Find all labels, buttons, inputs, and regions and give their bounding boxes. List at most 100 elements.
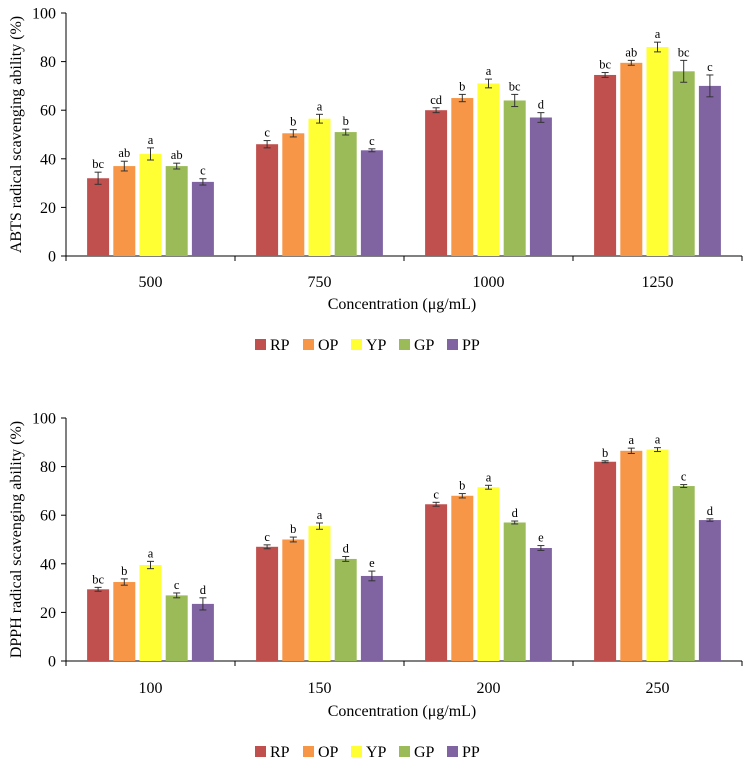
significance-label: ab (118, 146, 130, 160)
legend-label: PP (462, 744, 480, 761)
bar-yp (477, 487, 500, 661)
significance-label: d (538, 98, 545, 112)
significance-label: b (343, 114, 349, 128)
significance-label: b (602, 446, 608, 460)
bar-yp (308, 526, 331, 661)
significance-label: a (317, 508, 323, 522)
legend-swatch-yp (351, 746, 362, 757)
significance-label: c (681, 470, 687, 484)
y-tick-label: 40 (40, 151, 56, 168)
bar-yp (139, 153, 162, 256)
bar-gp (165, 595, 188, 661)
bar-pp (191, 603, 214, 661)
legend-swatch-op (303, 746, 314, 757)
significance-label: a (486, 470, 492, 484)
legend-swatch-gp (399, 746, 410, 757)
y-axis-title: ABTS radical scavenging ability (%) (8, 16, 25, 253)
legend-label: YP (366, 744, 387, 761)
significance-label: a (655, 433, 661, 447)
legend-swatch-rp (255, 339, 266, 350)
significance-label: d (343, 542, 350, 556)
legend-label: OP (318, 744, 339, 761)
x-tick-label: 250 (646, 680, 670, 697)
bar-gp (334, 132, 357, 256)
bar-op (451, 495, 474, 661)
legend-label: GP (414, 744, 435, 761)
y-tick-label: 60 (40, 508, 56, 525)
legend-label: GP (414, 337, 435, 354)
legend-swatch-op (303, 339, 314, 350)
significance-label: bc (509, 79, 521, 93)
bar-pp (529, 117, 552, 257)
significance-label: b (459, 479, 465, 493)
bar-rp (256, 546, 279, 661)
bar-rp (425, 110, 448, 256)
significance-label: bc (678, 45, 690, 59)
legend-swatch-pp (447, 746, 458, 757)
legend-swatch-gp (399, 339, 410, 350)
significance-label: d (512, 506, 519, 520)
y-tick-label: 80 (40, 54, 56, 71)
y-tick-label: 0 (48, 249, 56, 266)
x-axis-title: Concentration (μg/mL) (328, 703, 477, 720)
significance-label: a (148, 133, 154, 147)
significance-label: c (174, 578, 180, 592)
significance-label: c (200, 164, 206, 178)
bar-yp (139, 565, 162, 661)
bar-rp (87, 178, 110, 256)
significance-label: a (317, 99, 323, 113)
bar-pp (360, 150, 383, 256)
significance-label: e (369, 556, 375, 570)
bar-rp (425, 504, 448, 661)
bar-pp (360, 575, 383, 661)
significance-label: d (200, 583, 207, 597)
y-tick-label: 100 (32, 6, 56, 23)
significance-label: cd (430, 93, 443, 107)
legend-label: RP (270, 744, 290, 761)
significance-label: b (290, 115, 296, 129)
bar-pp (698, 520, 721, 661)
bar-gp (672, 71, 695, 256)
bar-op (282, 539, 305, 661)
bar-pp (698, 85, 721, 257)
significance-label: b (121, 564, 127, 578)
x-tick-label: 150 (308, 680, 332, 697)
bar-rp (594, 461, 617, 661)
significance-label: e (538, 531, 544, 545)
y-tick-label: 20 (40, 605, 56, 622)
y-tick-label: 80 (40, 459, 56, 476)
legend-label: YP (366, 337, 387, 354)
bar-op (620, 450, 643, 661)
x-tick-label: 200 (477, 680, 501, 697)
x-tick-label: 500 (139, 274, 163, 291)
bar-pp (529, 548, 552, 661)
bar-gp (503, 522, 526, 661)
significance-label: a (486, 64, 492, 78)
significance-label: bc (92, 572, 104, 586)
abts-chart: 020406080100500bcabaabc750cbabc1000cdbab… (8, 6, 743, 354)
significance-label: a (655, 27, 661, 41)
bar-op (620, 62, 643, 256)
significance-label: c (369, 134, 375, 148)
bar-yp (646, 449, 669, 661)
bar-rp (87, 589, 110, 661)
significance-label: bc (599, 58, 611, 72)
x-tick-label: 750 (308, 274, 332, 291)
legend-label: OP (318, 337, 339, 354)
bar-op (282, 133, 305, 256)
bar-op (451, 98, 474, 256)
x-tick-label: 1000 (473, 274, 505, 291)
bar-op (113, 166, 136, 256)
significance-label: c (707, 60, 713, 74)
y-tick-label: 60 (40, 103, 56, 120)
bar-op (113, 582, 136, 661)
bar-yp (308, 118, 331, 256)
significance-label: c (433, 487, 439, 501)
bar-yp (646, 47, 669, 256)
significance-label: b (290, 522, 296, 536)
bar-gp (503, 100, 526, 256)
legend-swatch-rp (255, 746, 266, 757)
x-axis-title: Concentration (μg/mL) (328, 296, 477, 313)
